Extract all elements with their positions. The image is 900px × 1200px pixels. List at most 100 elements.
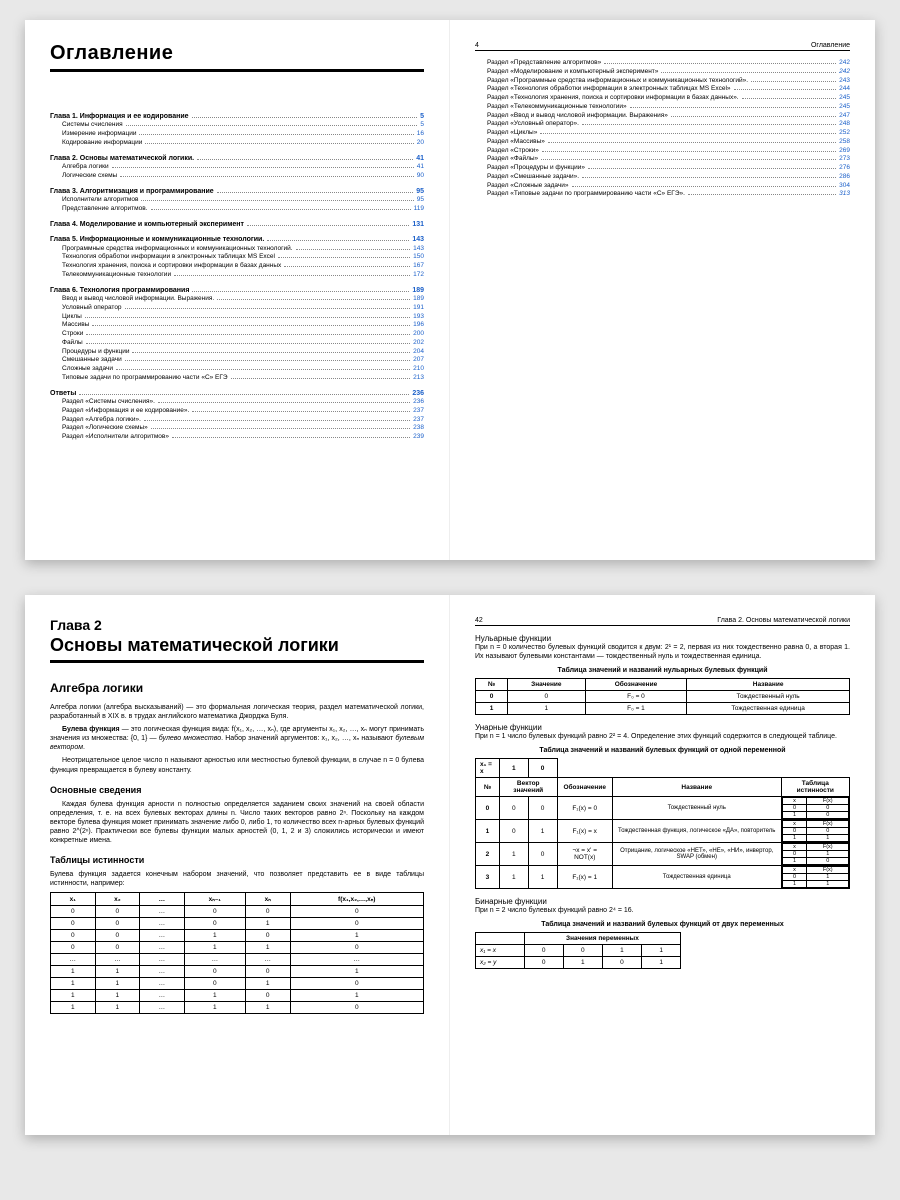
toc-page: 172 [413, 271, 424, 280]
toc-row: Файлы202 [50, 339, 424, 348]
toc-page: 167 [413, 262, 424, 271]
toc-label: Глава 2. Основы математической логики. [50, 154, 194, 163]
toc-leader-dots [144, 420, 410, 421]
subhead-nullary: Нульарные функции [475, 634, 850, 643]
toc-label: Раздел «Типовые задачи по программирован… [487, 190, 685, 199]
toc-page: 236 [413, 398, 424, 407]
toc-page: 41 [417, 163, 424, 172]
toc-label: Условный оператор [62, 304, 122, 313]
para-boolean-def: Булева функция — это логическая функция … [50, 725, 424, 752]
toc-leader-dots [661, 72, 836, 73]
toc-row: Программные средства информационных и ко… [50, 245, 424, 254]
toc-page: 191 [413, 304, 424, 313]
para-intro: Алгебра логики (алгебра высказываний) — … [50, 703, 424, 721]
toc-row: Ответы236 [50, 389, 424, 398]
spread-2: Глава 2 Основы математической логики Алг… [25, 595, 875, 1135]
toc-label: Раздел «Смешанные задачи». [487, 173, 579, 182]
toc-row: Раздел «Моделирование и компьютерный экс… [475, 68, 850, 77]
table-unary: x₁ = x10№Вектор значенийОбозначениеНазва… [475, 758, 850, 889]
toc-label: Раздел «Информация и ее кодирование». [62, 407, 189, 416]
toc-label: Программные средства информационных и ко… [62, 245, 293, 254]
toc-page: 243 [839, 77, 850, 86]
toc-label: Технология обработки информации в электр… [62, 253, 275, 262]
toc-leader-dots [86, 334, 410, 335]
toc-label: Глава 5. Информационные и коммуникационн… [50, 235, 264, 244]
toc-row: Раздел «Системы счисления».236 [50, 398, 424, 407]
toc-leader-dots [278, 257, 410, 258]
toc-page: 313 [839, 190, 850, 199]
toc-leader-dots [172, 437, 410, 438]
toc-leader-dots [132, 352, 410, 353]
toc-page: 276 [839, 164, 850, 173]
toc-row: Измерение информации16 [50, 130, 424, 139]
toc-label: Раздел «Моделирование и компьютерный экс… [487, 68, 658, 77]
toc-page: 242 [839, 59, 850, 68]
toc-leader-dots [267, 240, 409, 241]
toc-leader-dots [582, 124, 836, 125]
toc-leader-dots [671, 116, 836, 117]
toc-leader-dots [751, 81, 836, 82]
toc-page: 247 [839, 112, 850, 121]
toc-label: Раздел «Условный оператор». [487, 120, 579, 129]
toc-row: Глава 2. Основы математической логики.41 [50, 154, 424, 163]
toc-leader-dots [125, 360, 410, 361]
toc-page: 20 [417, 139, 424, 148]
toc-row: Смешанные задачи207 [50, 356, 424, 365]
toc-leader-dots [192, 411, 410, 412]
page-ch2-right: 42 Глава 2. Основы математической логики… [450, 595, 875, 1135]
para-unary: При n = 1 число булевых функций равно 2²… [475, 732, 850, 741]
toc-row: Глава 6. Технология программирования189 [50, 286, 424, 295]
toc-row: Телекоммуникационные технологии172 [50, 271, 424, 280]
toc-page: 150 [413, 253, 424, 262]
toc-label: Раздел «Файлы» [487, 155, 538, 164]
toc-list-left: Глава 1. Информация и ее кодирование5Сис… [50, 112, 424, 442]
toc-leader-dots [734, 89, 837, 90]
toc-page: 213 [413, 374, 424, 383]
toc-page: 16 [417, 130, 424, 139]
toc-label: Раздел «Программные средства информацион… [487, 77, 748, 86]
toc-leader-dots [572, 186, 837, 187]
section-algebra: Алгебра логики [50, 681, 424, 695]
toc-row: Массивы196 [50, 321, 424, 330]
toc-row: Раздел «Программные средства информацион… [475, 77, 850, 86]
toc-label: Раздел «Циклы» [487, 129, 537, 138]
toc-page: 273 [839, 155, 850, 164]
toc-label: Логические схемы [62, 172, 117, 181]
toc-leader-dots [548, 142, 836, 143]
toc-leader-dots [231, 378, 411, 379]
page-number: 42 [475, 617, 483, 624]
toc-page: 193 [413, 313, 424, 322]
toc-page: 202 [413, 339, 424, 348]
toc-page: 237 [413, 416, 424, 425]
toc-page: 189 [412, 286, 424, 295]
toc-label: Ввод и вывод числовой информации. Выраже… [62, 295, 214, 304]
toc-label: Глава 4. Моделирование и компьютерный эк… [50, 220, 244, 229]
toc-page: 119 [414, 205, 424, 214]
page-toc-right: 4 Оглавление Раздел «Представление алгор… [450, 20, 875, 560]
toc-page: 131 [412, 220, 424, 229]
toc-label: Циклы [62, 313, 82, 322]
table-nullary: №ЗначениеОбозначениеНазвание00F₀ = 0Тожд… [475, 678, 850, 715]
toc-row: Раздел «Типовые задачи по программирован… [475, 190, 850, 199]
toc-leader-dots [125, 308, 411, 309]
toc-label: Раздел «Логические схемы» [62, 424, 148, 433]
toc-row: Циклы 193 [50, 313, 424, 322]
toc-leader-dots [582, 177, 836, 178]
subhead-binary: Бинарные функции [475, 897, 850, 906]
caption-binary-table: Таблица значений и названий булевых функ… [475, 921, 850, 928]
toc-leader-dots [139, 134, 413, 135]
toc-row: Глава 1. Информация и ее кодирование5 [50, 112, 424, 121]
para-basics: Каждая булева функция арности n полность… [50, 800, 424, 845]
toc-row: Глава 4. Моделирование и компьютерный эк… [50, 220, 424, 229]
toc-row: Раздел «Алгебра логики».237 [50, 416, 424, 425]
toc-row: Раздел «Телекоммуникационные технологии»… [475, 103, 850, 112]
toc-leader-dots [688, 194, 836, 195]
toc-row: Кодирование информации20 [50, 139, 424, 148]
toc-leader-dots [217, 299, 410, 300]
toc-row: Представление алгоритмов.119 [50, 205, 424, 214]
toc-row: Раздел «Представление алгоритмов»242 [475, 59, 850, 68]
runhead-label: Глава 2. Основы математической логики [717, 617, 850, 624]
toc-page: 245 [839, 94, 850, 103]
toc-row: Раздел «Технология хранения, поиска и со… [475, 94, 850, 103]
toc-leader-dots [296, 249, 411, 250]
